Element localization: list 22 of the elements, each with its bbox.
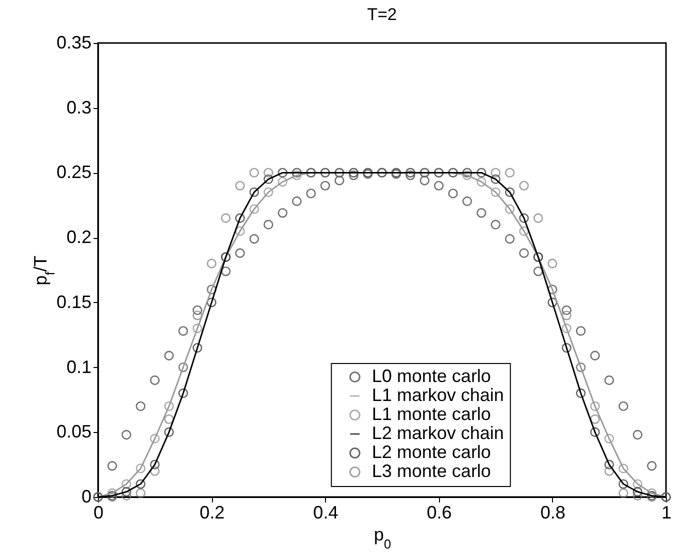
legend-label: L3 monte carlo — [372, 461, 491, 481]
y-tick-label: 0.1 — [66, 356, 92, 377]
chart-title: T=2 — [367, 5, 397, 24]
legend-label: L1 markov chain — [372, 385, 504, 405]
y-tick-label: 0.05 — [56, 422, 92, 442]
y-tick-label: 0.15 — [56, 292, 92, 312]
y-tick-label: 0.2 — [66, 227, 92, 248]
y-tick-label: 0.25 — [56, 162, 92, 182]
legend-label: L2 markov chain — [372, 423, 504, 443]
legend-label: L2 monte carlo — [372, 442, 491, 462]
legend-label: L1 monte carlo — [372, 404, 491, 424]
legend-label: L0 monte carlo — [372, 366, 491, 386]
x-tick-label: 0.4 — [313, 502, 338, 522]
x-tick-label: 0.6 — [426, 502, 452, 522]
y-tick-label: 0.3 — [66, 97, 92, 118]
x-tick-label: 0.8 — [540, 502, 566, 522]
y-tick-label: 0.35 — [56, 32, 92, 52]
x-tick-label: 1 — [661, 502, 672, 522]
x-tick-label: 0 — [93, 502, 104, 522]
y-tick-label: 0 — [81, 486, 92, 506]
x-axis-title: p$_{0}$ — [374, 524, 392, 551]
x-tick-label: 0.2 — [200, 502, 225, 522]
